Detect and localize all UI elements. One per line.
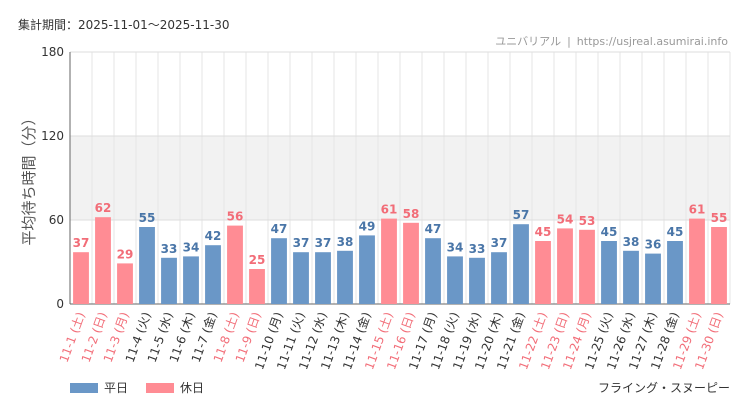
value-label: 56 <box>227 210 244 224</box>
source-credit: ユニバリアル | https://usjreal.asumirai.info <box>495 33 728 49</box>
value-label: 45 <box>667 225 684 239</box>
y-axis-title: 平均待ち時間（分） <box>20 110 38 245</box>
bar-7 <box>205 245 221 304</box>
bar-23 <box>557 228 573 304</box>
value-label: 47 <box>425 222 442 236</box>
bar-4 <box>139 227 155 304</box>
legend-label-weekday: 平日 <box>104 381 129 395</box>
value-label: 38 <box>337 235 354 249</box>
y-tick-label: 0 <box>56 297 64 311</box>
bar-5 <box>161 257 177 304</box>
bar-19 <box>469 257 485 304</box>
value-label: 37 <box>73 236 90 250</box>
bar-6 <box>183 256 199 304</box>
legend-item-holiday[interactable]: 休日 <box>146 379 204 396</box>
value-label: 42 <box>205 229 222 243</box>
legend: 平日 休日 <box>70 379 204 396</box>
value-label: 58 <box>403 207 420 221</box>
value-label: 62 <box>95 201 112 215</box>
value-label: 57 <box>513 208 530 222</box>
bar-24 <box>579 229 595 304</box>
bar-14 <box>359 235 375 304</box>
value-label: 36 <box>645 238 662 252</box>
collection-period: 集計期間：2025-11-01〜2025-11-30 <box>18 18 230 32</box>
value-label: 53 <box>579 214 596 228</box>
source-url: https://usjreal.asumirai.info <box>576 35 728 48</box>
bar-8 <box>227 225 243 304</box>
value-label: 54 <box>557 212 574 226</box>
bar-1 <box>73 252 89 304</box>
value-label: 37 <box>315 236 332 250</box>
attraction-name: フライング・スヌーピー <box>597 381 730 395</box>
source-separator: | <box>567 35 571 48</box>
value-label: 33 <box>469 242 486 256</box>
bar-18 <box>447 256 463 304</box>
bar-10 <box>271 238 287 304</box>
value-label: 45 <box>535 225 552 239</box>
bar-11 <box>293 252 309 304</box>
value-label: 61 <box>381 203 398 217</box>
bar-28 <box>667 241 683 304</box>
value-label: 61 <box>689 203 706 217</box>
bar-22 <box>535 241 551 304</box>
bar-15 <box>381 218 397 304</box>
value-label: 33 <box>161 242 178 256</box>
legend-swatch-holiday <box>146 382 175 393</box>
value-label: 55 <box>711 211 728 225</box>
bar-2 <box>95 217 111 304</box>
bar-30 <box>711 227 727 304</box>
bar-29 <box>689 218 705 304</box>
bar-3 <box>117 263 133 304</box>
value-label: 47 <box>271 222 288 236</box>
value-label: 49 <box>359 219 376 233</box>
bar-12 <box>315 252 331 304</box>
value-label: 29 <box>117 247 134 261</box>
bar-16 <box>403 222 419 304</box>
y-tick-label: 60 <box>49 213 64 227</box>
value-label: 38 <box>623 235 640 249</box>
value-label: 34 <box>183 240 200 254</box>
value-label: 45 <box>601 225 618 239</box>
value-label: 37 <box>491 236 508 250</box>
bar-26 <box>623 250 639 304</box>
value-label: 55 <box>139 211 156 225</box>
bar-17 <box>425 238 441 304</box>
value-label: 34 <box>447 240 464 254</box>
legend-label-holiday: 休日 <box>180 381 205 395</box>
bar-25 <box>601 241 617 304</box>
value-label: 37 <box>293 236 310 250</box>
bar-20 <box>491 252 507 304</box>
bar-9 <box>249 269 265 304</box>
legend-swatch-weekday <box>70 382 98 393</box>
source-name: ユニバリアル <box>495 35 562 48</box>
value-label: 25 <box>249 253 266 267</box>
y-tick-label: 180 <box>41 45 64 59</box>
y-tick-label: 120 <box>41 129 64 143</box>
bar-21 <box>513 224 529 304</box>
bar-13 <box>337 250 353 304</box>
bar-27 <box>645 253 661 304</box>
legend-item-weekday[interactable]: 平日 <box>70 379 128 396</box>
